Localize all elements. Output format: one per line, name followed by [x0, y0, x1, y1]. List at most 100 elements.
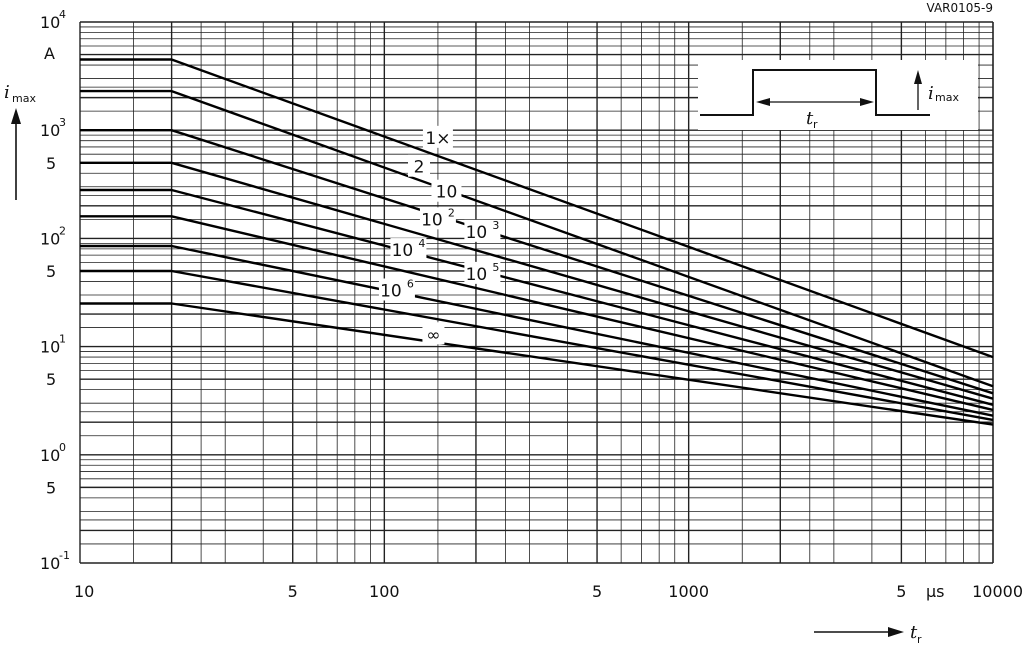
y-tick-exponent: 3	[59, 116, 66, 129]
series-line-5	[80, 188, 994, 406]
y-tick-label: 5	[46, 154, 56, 173]
series-label-7: 10 5	[464, 261, 501, 285]
y-tick-base: 10	[40, 121, 60, 140]
imax-arrow-head	[914, 70, 922, 84]
series-label-text: 10	[380, 281, 402, 301]
series-label-bg	[422, 322, 445, 345]
y-tick-base: 10	[40, 338, 60, 357]
x-tick-label: 1000	[668, 582, 709, 601]
series-label-bg	[408, 154, 431, 177]
y-tick-base: 10	[40, 229, 60, 248]
y-tick-label: 5	[46, 370, 56, 389]
series-label-text: 10	[466, 265, 488, 285]
pulse-inset: t r i max	[698, 60, 978, 131]
series-line-7	[80, 244, 994, 417]
x-tick-label: 5	[896, 582, 906, 601]
series-line-1	[80, 58, 994, 359]
inset-imax-main: i	[928, 83, 934, 104]
series-line-2	[80, 89, 994, 388]
x-tick-label: 10	[74, 582, 94, 601]
series-label-bg	[378, 278, 415, 301]
series-label-text: 2	[414, 158, 425, 178]
minor-grid	[80, 22, 993, 563]
series-label-text: ∞	[426, 325, 440, 345]
x-tick-label: 5	[288, 582, 298, 601]
series-label-bg	[431, 179, 462, 202]
y-tick-label: 5	[46, 478, 56, 497]
series-label-2: 2	[408, 154, 431, 178]
y-tick-label: 103	[40, 116, 66, 140]
series-label-3: 10	[431, 179, 462, 203]
x-tick-label: 5	[592, 582, 602, 601]
y-tick-label: 102	[40, 224, 66, 248]
x-unit: µs	[926, 582, 945, 601]
y-tick-label: 5	[46, 262, 56, 281]
series-label-8: 10 6	[378, 277, 415, 301]
series-label-text: 1×	[425, 129, 450, 149]
y-unit: A	[44, 44, 55, 63]
x-axis-label-main: t	[910, 622, 918, 643]
series-label-sup: 6	[407, 277, 414, 290]
y-axis-arrow-head	[11, 108, 21, 124]
series-label-sup: 2	[448, 206, 455, 219]
series-label-text: 10	[421, 210, 443, 230]
y-tick-base: 10	[40, 13, 60, 32]
series-line-4	[80, 161, 994, 400]
inset-imax-sub: max	[935, 91, 959, 104]
major-grid	[79, 21, 994, 564]
series-label-bg	[464, 219, 501, 242]
series-lines	[80, 58, 994, 426]
x-axis-label: t r	[814, 622, 922, 646]
series-label-4: 10 2	[419, 206, 456, 230]
series-label-bg	[419, 207, 456, 230]
series-label-text: 10	[466, 223, 488, 243]
inset-background	[698, 60, 978, 130]
y-tick-label: 104	[40, 8, 66, 32]
x-tick-label: 100	[369, 582, 400, 601]
series-label-sup: 3	[492, 219, 499, 232]
series-label-sup: 5	[492, 261, 499, 274]
y-tick-base: 5	[46, 262, 56, 281]
series-label-sup: 4	[418, 237, 425, 250]
x-tick-labels: 10 5 100 5 1000 5 10000	[74, 582, 1023, 601]
series-label-text: 10	[436, 183, 458, 203]
y-tick-label: 10-1	[40, 549, 70, 573]
series-line-8	[80, 269, 994, 422]
figure-code: VAR0105-9	[927, 1, 994, 15]
inset-tr-sub: r	[813, 118, 818, 131]
inset-tr-main: t	[806, 108, 814, 129]
series-label-bg	[464, 261, 501, 284]
y-tick-exponent: 0	[59, 441, 66, 454]
x-axis-arrow-head	[888, 627, 904, 637]
series-label-6: 10 4	[390, 237, 427, 261]
y-tick-exponent: 4	[59, 8, 66, 21]
series-line-6	[80, 215, 994, 412]
y-tick-base: 10	[40, 554, 60, 573]
series-label-9: ∞	[422, 322, 445, 345]
y-tick-base: 5	[46, 154, 56, 173]
series-label-bg	[422, 125, 453, 148]
series-label-bg	[390, 238, 427, 261]
series-label-5: 10 3	[464, 219, 501, 243]
y-tick-exponent: -1	[59, 549, 70, 562]
tr-arrow-left	[756, 98, 770, 106]
series-label-text: 10	[392, 241, 414, 261]
y-tick-label: 101	[40, 333, 66, 357]
y-tick-base: 10	[40, 446, 60, 465]
y-tick-label: 100	[40, 441, 66, 465]
y-tick-exponent: 1	[59, 333, 66, 346]
pulse-waveform	[700, 69, 930, 116]
y-axis-label: i max	[4, 82, 36, 200]
y-tick-base: 5	[46, 478, 56, 497]
x-tick-label: 10000	[972, 582, 1023, 601]
y-tick-base: 5	[46, 370, 56, 389]
x-axis-label-sub: r	[917, 633, 922, 646]
series-line-3	[80, 128, 994, 395]
tr-arrow-right	[860, 98, 874, 106]
series-label-1: 1×	[422, 125, 453, 149]
y-axis-label-sub: max	[12, 92, 36, 105]
y-tick-exponent: 2	[59, 224, 66, 237]
